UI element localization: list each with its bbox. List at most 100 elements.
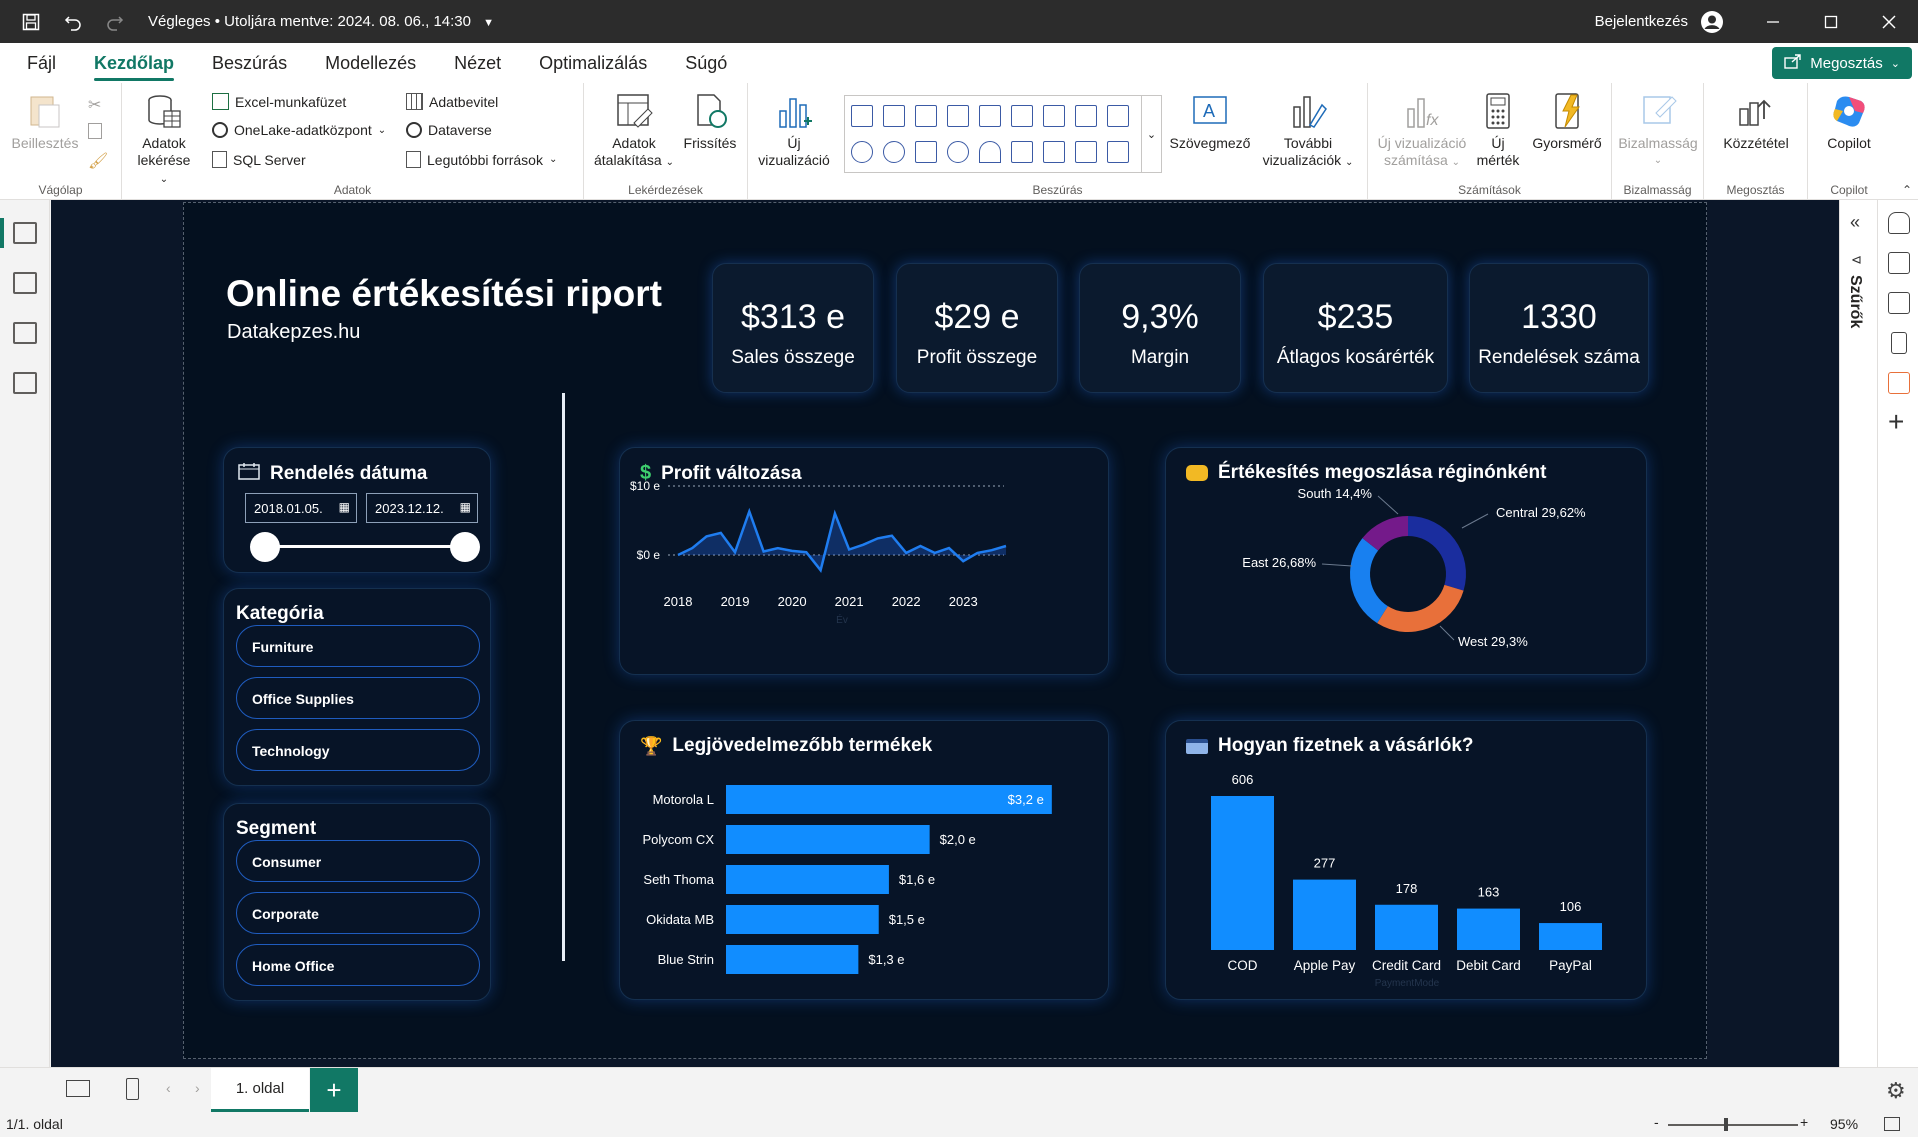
card-icon[interactable] xyxy=(1011,141,1033,163)
date-range-end-handle[interactable] xyxy=(450,532,480,562)
tab-help[interactable]: Súgó xyxy=(685,52,728,73)
filters-pane-collapsed[interactable]: « ⊲ Szűrők xyxy=(1840,200,1878,1067)
table-view-icon[interactable] xyxy=(13,272,37,294)
zoom-out-icon[interactable]: - xyxy=(1654,1114,1659,1130)
map-icon[interactable] xyxy=(947,141,969,163)
category-item-office-supplies[interactable]: Office Supplies xyxy=(236,677,480,719)
kpi-card-avg-basket[interactable]: $235 Átlagos kosárérték xyxy=(1263,263,1448,393)
onelake-hub-button[interactable]: OneLake-adatközpont ⌄ xyxy=(212,122,386,138)
model-view-icon[interactable] xyxy=(13,322,37,344)
dataverse-button[interactable]: Dataverse xyxy=(406,122,492,138)
funnel-icon[interactable] xyxy=(1107,105,1129,127)
area-chart-icon[interactable] xyxy=(1075,105,1097,127)
next-page-icon[interactable]: › xyxy=(195,1080,200,1096)
profit-trend-visual[interactable]: $ Profit változása $10 e $0 e 2018 2019 2020… xyxy=(619,447,1109,675)
bookmarks-icon[interactable] xyxy=(1891,332,1907,354)
more-visuals-button[interactable]: További vizualizációk ⌄ xyxy=(1258,91,1358,171)
get-data-button[interactable]: Adatok lekérése ⌄ xyxy=(134,91,194,188)
line-column-icon[interactable] xyxy=(979,105,1001,127)
report-view-icon[interactable] xyxy=(13,222,37,244)
share-button[interactable]: Megosztás ⌄ xyxy=(1772,47,1912,79)
new-visual-calculation-button[interactable]: fx Új vizualizáció számítása ⌄ xyxy=(1372,91,1472,171)
selection-pane-icon[interactable] xyxy=(1888,372,1910,394)
segment-item-corporate[interactable]: Corporate xyxy=(236,892,480,934)
format-painter-icon[interactable]: 🖌 xyxy=(88,153,109,170)
quick-measure-button[interactable]: Gyorsmérő xyxy=(1526,91,1608,152)
collapse-ribbon-icon[interactable]: ⌃ xyxy=(1901,183,1912,197)
data-pane-icon[interactable] xyxy=(1888,212,1910,234)
recent-sources-button[interactable]: Legutóbbi források ⌄ xyxy=(406,151,557,168)
kpi-card-sales[interactable]: $313 e Sales összege xyxy=(712,263,874,393)
add-pane-icon[interactable]: + xyxy=(1888,406,1905,437)
payment-mode-visual[interactable]: Hogyan fizetnek a vásárlók? 606 COD 277 App… xyxy=(1165,720,1647,1000)
new-visual-button[interactable]: Új vizualizáció xyxy=(752,91,836,169)
fit-to-page-icon[interactable] xyxy=(1884,1117,1900,1131)
previous-page-icon[interactable]: ‹ xyxy=(166,1080,171,1096)
zoom-in-icon[interactable]: + xyxy=(1800,1114,1809,1130)
visualizations-pane-icon[interactable] xyxy=(1888,252,1910,274)
pie-chart-icon[interactable] xyxy=(851,141,873,163)
sensitivity-button[interactable]: Bizalmasság ⌄ xyxy=(1616,91,1700,169)
dax-query-view-icon[interactable] xyxy=(13,372,37,394)
undo-icon[interactable] xyxy=(62,11,84,33)
calendar-icon[interactable]: ▦ xyxy=(338,500,350,514)
ribbon-chart-icon[interactable] xyxy=(1011,105,1033,127)
clustered-column-icon[interactable] xyxy=(947,105,969,127)
mobile-layout-icon[interactable] xyxy=(126,1078,139,1100)
refresh-button[interactable]: Frissítés xyxy=(680,91,740,152)
transform-data-button[interactable]: Adatok átalakítása ⌄ xyxy=(594,91,674,171)
minimize-button[interactable] xyxy=(1744,0,1802,43)
zoom-slider[interactable] xyxy=(1668,1118,1798,1131)
enter-data-button[interactable]: Adatbevitel xyxy=(406,93,498,110)
category-item-technology[interactable]: Technology xyxy=(236,729,480,771)
kpi-card-profit[interactable]: $29 e Profit összege xyxy=(896,263,1058,393)
chevron-down-icon[interactable]: ▼ xyxy=(483,17,495,29)
clustered-bar-icon[interactable] xyxy=(915,105,937,127)
zoom-slider-thumb[interactable] xyxy=(1724,1118,1728,1131)
redo-icon[interactable] xyxy=(104,11,126,33)
tab-optimize[interactable]: Optimalizálás xyxy=(539,52,648,73)
visual-gallery[interactable]: ⌄ xyxy=(844,95,1162,173)
new-measure-button[interactable]: Új mérték xyxy=(1474,91,1522,169)
tab-home[interactable]: Kezdőlap xyxy=(75,43,193,83)
save-icon[interactable] xyxy=(20,11,42,33)
stacked-column-icon[interactable] xyxy=(883,105,905,127)
date-range-start-handle[interactable] xyxy=(250,532,280,562)
line-chart-icon[interactable] xyxy=(1043,105,1065,127)
maximize-button[interactable] xyxy=(1802,0,1860,43)
settings-icon[interactable]: ⚙ xyxy=(1886,1078,1906,1103)
tab-modeling[interactable]: Modellezés xyxy=(325,52,417,73)
donut-chart-icon[interactable] xyxy=(883,141,905,163)
start-date-input[interactable]: 2018.01.05. ▦ xyxy=(245,493,357,523)
gallery-expand-icon[interactable]: ⌄ xyxy=(1141,96,1161,172)
cut-icon[interactable]: ✂ xyxy=(88,97,102,114)
segment-item-consumer[interactable]: Consumer xyxy=(236,840,480,882)
user-avatar-icon[interactable] xyxy=(1700,10,1724,34)
sql-server-button[interactable]: SQL Server xyxy=(212,151,306,168)
segment-item-home-office[interactable]: Home Office xyxy=(236,944,480,986)
region-donut-visual[interactable]: Értékesítés megoszlása réginónként Centr… xyxy=(1165,447,1647,675)
gauge-icon[interactable] xyxy=(979,141,1001,163)
format-pane-icon[interactable] xyxy=(1888,292,1910,314)
calendar-icon[interactable]: ▦ xyxy=(459,500,471,514)
signin-link[interactable]: Bejelentkezés xyxy=(1594,13,1688,30)
publish-button[interactable]: Közzététel xyxy=(1712,91,1800,152)
copy-icon[interactable] xyxy=(88,123,102,139)
excel-workbook-button[interactable]: Excel-munkafüzet xyxy=(212,93,346,110)
treemap-icon[interactable] xyxy=(915,141,937,163)
multi-row-card-icon[interactable] xyxy=(1043,141,1065,163)
paste-button[interactable]: Beillesztés xyxy=(10,91,80,152)
textbox-button[interactable]: A Szövegmező xyxy=(1168,91,1252,152)
kpi-card-orders[interactable]: 1330 Rendelések száma xyxy=(1469,263,1649,393)
page-tab-1[interactable]: 1. oldal xyxy=(211,1068,309,1112)
top-products-visual[interactable]: 🏆 Legjövedelmezőbb termékek Motorola L $3… xyxy=(619,720,1109,1000)
document-title[interactable]: Végleges • Utoljára mentve: 2024. 08. 06… xyxy=(148,13,494,30)
zoom-level[interactable]: 95% xyxy=(1830,1116,1859,1132)
kpi-card-margin[interactable]: 9,3% Margin xyxy=(1079,263,1241,393)
end-date-input[interactable]: 2023.12.12. ▦ xyxy=(366,493,478,523)
matrix-icon[interactable] xyxy=(1107,141,1129,163)
stacked-bar-icon[interactable] xyxy=(851,105,873,127)
add-page-button[interactable]: + xyxy=(310,1068,358,1112)
category-item-furniture[interactable]: Furniture xyxy=(236,625,480,667)
expand-pane-icon[interactable]: « xyxy=(1850,212,1861,232)
